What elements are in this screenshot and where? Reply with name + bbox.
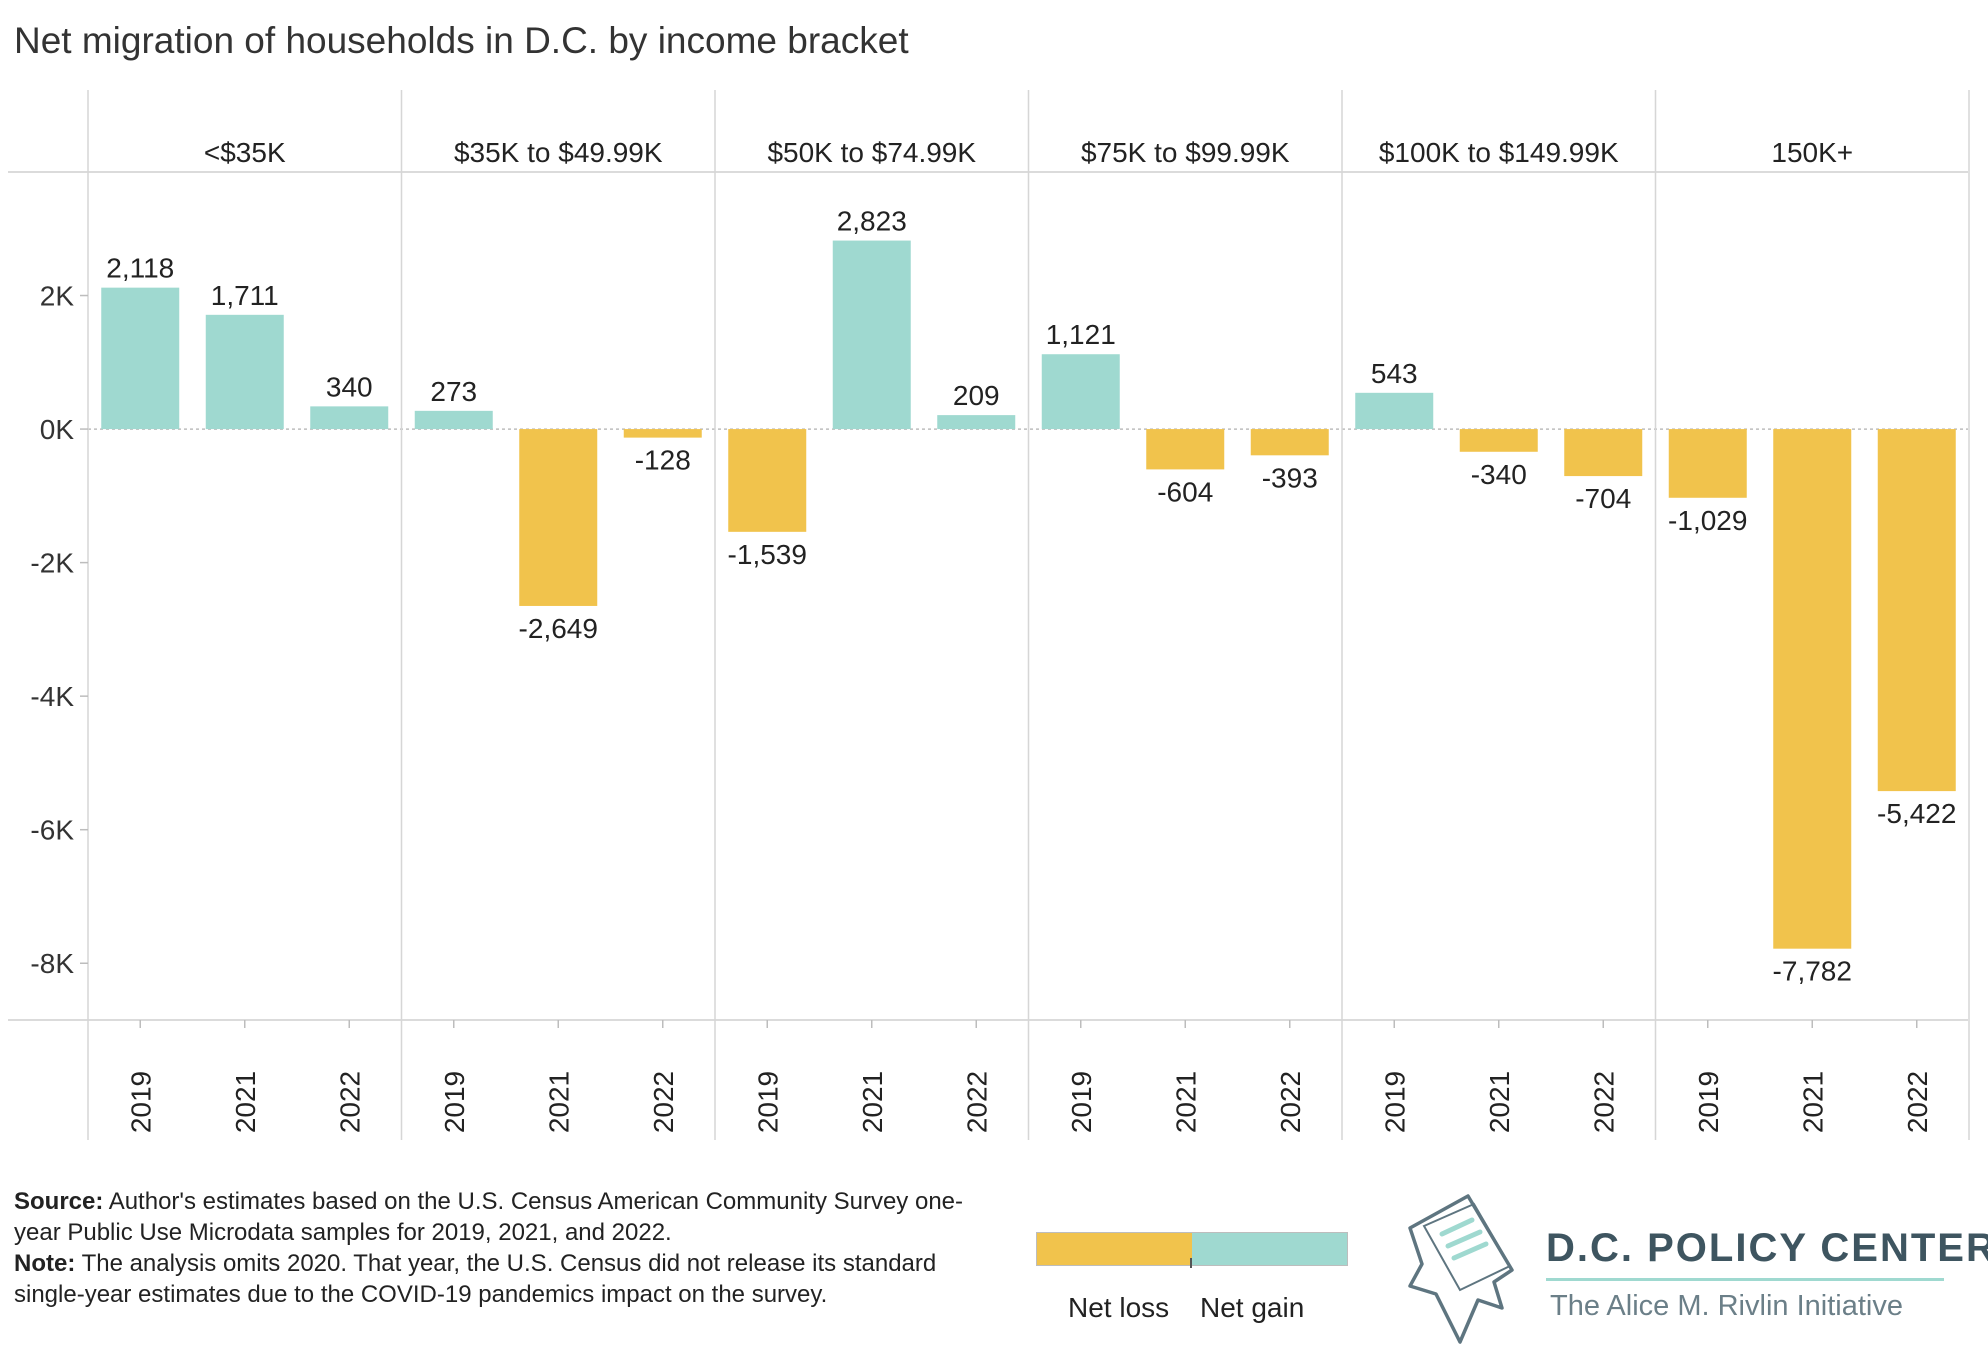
- bar-chart: 2K 0K -2K -4K -6K -8K 2,118 1,711 340 273 -2,649 -…: [8, 90, 1970, 1140]
- data-label: 273: [430, 376, 477, 407]
- y-tick-label: -8K: [30, 948, 74, 979]
- logo-name: D.C. POLICY CENTER: [1546, 1226, 1988, 1270]
- bar-75k-to-99-99k-2021: [1146, 429, 1225, 470]
- data-label: 2,118: [106, 253, 174, 284]
- x-tick-label: 2019: [752, 1071, 783, 1133]
- x-tick-label: 2021: [230, 1071, 261, 1133]
- y-tick-label: 2K: [40, 281, 75, 312]
- legend-midpoint-tick: [1190, 1258, 1192, 1268]
- x-tick-label: 2022: [1275, 1071, 1306, 1133]
- x-tick-label: 2019: [1379, 1071, 1410, 1133]
- bar-50k-to-74-99k-2019: [728, 429, 807, 532]
- data-label: -393: [1262, 462, 1318, 493]
- data-labels: 2,118 1,711 340 273 -2,649 -128 -1,539 2,823 209…: [106, 206, 1956, 987]
- bar-150k-2022: [1877, 429, 1956, 792]
- bar-150k-2019: [1668, 429, 1747, 498]
- data-label: -1,539: [728, 539, 807, 570]
- bar-100k-to-149-99k-2021: [1459, 429, 1538, 452]
- bar-50k-to-74-99k-2022: [937, 415, 1016, 430]
- x-tick-label: 2022: [1902, 1071, 1933, 1133]
- panel-header-150k: 150K+: [1771, 137, 1853, 168]
- data-label: 209: [953, 380, 1000, 411]
- data-label: 1,711: [211, 280, 279, 311]
- data-label: -5,422: [1877, 798, 1956, 829]
- data-label: -2,649: [519, 613, 598, 644]
- bar-50k-to-74-99k-2021: [832, 240, 911, 430]
- x-tick-label: 2019: [1066, 1071, 1097, 1133]
- data-label: -604: [1157, 476, 1213, 507]
- data-label: -128: [635, 445, 691, 476]
- data-label: -704: [1575, 483, 1631, 514]
- x-tick-label: 2021: [1797, 1071, 1828, 1133]
- x-tick-label: 2019: [439, 1071, 470, 1133]
- data-label: 2,823: [837, 206, 907, 237]
- legend-net-gain-label: Net gain: [1200, 1292, 1305, 1323]
- x-tick-label: 2021: [1484, 1071, 1515, 1133]
- x-tick-label: 2022: [334, 1071, 365, 1133]
- dc-map-document-icon: [1408, 1194, 1514, 1344]
- source-text: Author's estimates based on the U.S. Cen…: [14, 1188, 964, 1246]
- panel-headers: <$35K $35K to $49.99K $50K to $74.99K $75K …: [204, 137, 1853, 168]
- note-label: Note:: [14, 1250, 76, 1277]
- logo-divider: [1546, 1278, 1944, 1281]
- bar-35k-to-49-99k-2019: [414, 410, 493, 430]
- legend-net-loss-label: Net loss: [1068, 1292, 1170, 1323]
- bar-35k-to-49-99k-2022: [623, 429, 702, 438]
- x-tick-label: 2019: [125, 1071, 156, 1133]
- x-tick-label: 2021: [857, 1071, 888, 1133]
- y-axis: 2K 0K -2K -4K -6K -8K: [30, 281, 88, 979]
- y-tick-label: -6K: [30, 815, 74, 846]
- note-text: The analysis omits 2020. That year, the …: [14, 1250, 937, 1308]
- data-label: 340: [326, 371, 373, 402]
- y-tick-label: -2K: [30, 548, 74, 579]
- bar-35k-2021: [205, 314, 284, 430]
- x-tick-label: 2022: [1588, 1071, 1619, 1133]
- bar-100k-to-149-99k-2022: [1564, 429, 1643, 477]
- panel-frames: [8, 90, 1970, 1140]
- legend-net-gain-swatch: [1192, 1233, 1347, 1265]
- panel-header-100k-to-149-99k: $100K to $149.99K: [1379, 137, 1619, 168]
- data-label: 1,121: [1046, 319, 1116, 350]
- source-note: Source: Author's estimates based on the …: [14, 1186, 974, 1248]
- bar-35k-2022: [310, 406, 389, 430]
- bars: [101, 240, 1956, 949]
- legend-net-loss-swatch: [1037, 1233, 1192, 1265]
- x-tick-label: 2022: [648, 1071, 679, 1133]
- legend-color-bar: [1036, 1232, 1348, 1266]
- x-tick-label: 2022: [961, 1071, 992, 1133]
- x-tick-label: 2021: [543, 1071, 574, 1133]
- data-label: -7,782: [1773, 956, 1852, 987]
- x-tick-label: 2021: [1170, 1071, 1201, 1133]
- y-tick-label: -4K: [30, 681, 74, 712]
- chart-title: Net migration of households in D.C. by i…: [14, 20, 909, 61]
- bar-150k-2021: [1773, 429, 1852, 949]
- x-tick-label: 2019: [1693, 1071, 1724, 1133]
- data-label: -340: [1471, 459, 1527, 490]
- panel-header-35k-to-49-99k: $35K to $49.99K: [454, 137, 663, 168]
- panel-header-75k-to-99-99k: $75K to $99.99K: [1081, 137, 1290, 168]
- dc-policy-center-logo: D.C. POLICY CENTER The Alice M. Rivlin I…: [1390, 1190, 1988, 1350]
- bar-75k-to-99-99k-2022: [1250, 429, 1329, 456]
- logo-tagline: The Alice M. Rivlin Initiative: [1550, 1290, 1903, 1322]
- y-tick-label: 0K: [40, 414, 75, 445]
- panel-header-50k-to-74-99k: $50K to $74.99K: [767, 137, 976, 168]
- analysis-note: Note: The analysis omits 2020. That year…: [14, 1248, 974, 1310]
- panel-header-35k: <$35K: [204, 137, 286, 168]
- bar-35k-to-49-99k-2021: [519, 429, 598, 606]
- bar-100k-to-149-99k-2019: [1355, 392, 1434, 430]
- bar-75k-to-99-99k-2019: [1041, 354, 1120, 430]
- footnote: Source: Author's estimates based on the …: [14, 1186, 974, 1310]
- x-axis: 2019 2021 2022 2019 2021 2022 2019 2021 2022 2019…: [125, 1020, 1933, 1133]
- bar-35k-2019: [101, 287, 180, 430]
- source-label: Source:: [14, 1188, 104, 1215]
- data-label: 543: [1371, 358, 1418, 389]
- data-label: -1,029: [1668, 505, 1747, 536]
